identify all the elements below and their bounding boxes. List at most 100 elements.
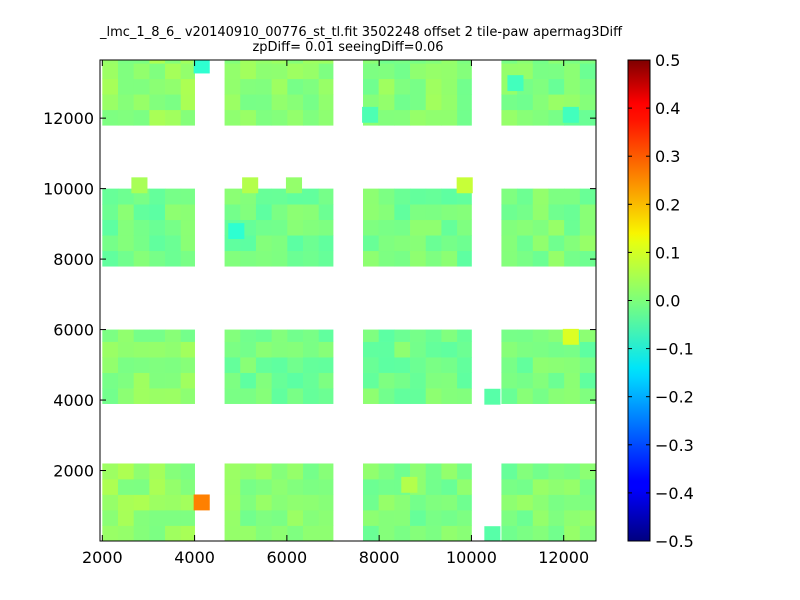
heatmap-cell (224, 341, 241, 358)
heatmap-cell (117, 204, 135, 221)
heatmap-cell (165, 463, 182, 480)
heatmap-cell (378, 494, 395, 511)
heatmap-cell (378, 188, 395, 205)
heatmap-cell (517, 478, 534, 495)
heatmap-cell (579, 357, 596, 373)
heatmap-cell (517, 235, 534, 252)
heatmap-cell (410, 463, 427, 480)
heatmap-cell (394, 525, 411, 542)
heatmap-cell (457, 235, 472, 252)
heatmap-cell (165, 341, 182, 358)
axes: 2000 4000 6000 8000 10000 12000 2000 4000 6000 80… (43, 60, 596, 567)
heatmap-cell (425, 204, 442, 221)
heatmap-cell (117, 235, 135, 252)
heatmap-cell (165, 329, 182, 342)
colorbar-tick-label: −0.4 (655, 484, 694, 503)
heatmap-cell (501, 60, 518, 64)
heatmap-cell (548, 78, 565, 95)
heatmap-cell (425, 63, 442, 80)
heatmap-cell (133, 250, 150, 267)
heatmap-cell (517, 463, 534, 480)
heatmap-cell (180, 78, 195, 95)
heatmap-cell (378, 60, 395, 64)
heatmap-cell (457, 341, 472, 358)
heatmap-cell (410, 250, 427, 267)
heatmap-cell (224, 388, 241, 404)
heatmap-cell (255, 329, 273, 342)
heatmap-cell (318, 60, 334, 64)
heatmap-cell (303, 525, 320, 542)
heatmap-cell (102, 60, 119, 64)
heatmap-cell (532, 509, 549, 526)
heatmap-cell (224, 509, 241, 526)
heatmap-cell (303, 63, 320, 80)
heatmap-cell (579, 235, 596, 252)
heatmap-cell (517, 509, 534, 526)
heatmap-cell (579, 525, 596, 542)
chart-subtitle: zpDiff= 0.01 seeingDiff=0.06 (252, 40, 444, 55)
heatmap-outlier-cell (193, 494, 210, 511)
colorbar-tick-label: −0.2 (655, 388, 694, 407)
heatmap-cell (149, 329, 166, 342)
heatmap-cell (378, 109, 395, 126)
heatmap-cell (255, 509, 273, 526)
heatmap-cell (240, 509, 257, 526)
heatmap-cell (532, 78, 549, 95)
heatmap-cell (180, 250, 195, 267)
heatmap-cell (224, 357, 241, 373)
heatmap-cell (133, 357, 150, 373)
heatmap-cell (363, 388, 380, 404)
heatmap-cell (287, 494, 304, 511)
heatmap-cell (363, 188, 380, 205)
heatmap-cell (224, 250, 241, 267)
heatmap-cell (517, 494, 534, 511)
heatmap-cell (501, 235, 518, 252)
heatmap-cell (133, 494, 150, 511)
heatmap-cell (318, 78, 334, 95)
heatmap-cell (240, 109, 257, 126)
heatmap-cell (303, 329, 320, 342)
heatmap-cell (548, 525, 565, 542)
heatmap-cell (517, 109, 534, 126)
heatmap-cell (394, 94, 411, 111)
heatmap-cell (149, 188, 166, 205)
heatmap-cell (318, 372, 334, 389)
heatmap-cell (102, 78, 119, 95)
heatmap-cell (548, 188, 565, 205)
heatmap-outlier-cell (242, 177, 259, 194)
heatmap-cell (425, 250, 442, 267)
heatmap-outlier-cell (484, 526, 501, 542)
heatmap-cell (501, 109, 518, 126)
heatmap-cell (548, 494, 565, 511)
heatmap-cell (180, 478, 195, 495)
x-tick-label: 6000 (267, 548, 308, 567)
heatmap-cell (180, 372, 195, 389)
heatmap-cell (117, 478, 135, 495)
heatmap-cell (410, 94, 427, 111)
heatmap-cell (224, 463, 241, 480)
heatmap-cell (457, 204, 472, 221)
heatmap-cell (532, 250, 549, 267)
heatmap-cell (102, 109, 119, 126)
heatmap-cell (303, 60, 320, 64)
heatmap-cell (517, 525, 534, 542)
heatmap-cell (564, 250, 581, 267)
heatmap-cell (457, 250, 472, 267)
heatmap-cell (117, 60, 135, 64)
heatmap-cell (303, 463, 320, 480)
heatmap-cell (287, 357, 304, 373)
heatmap-cell (255, 388, 273, 404)
heatmap-cell (378, 341, 395, 358)
heatmap-cell (165, 219, 182, 236)
heatmap-cell (410, 372, 427, 389)
heatmap-cell (102, 63, 119, 80)
heatmap-cell (548, 463, 565, 480)
heatmap-cell (517, 250, 534, 267)
heatmap-cell (287, 63, 304, 80)
heatmap-cell (532, 357, 549, 373)
heatmap-cell (165, 94, 182, 111)
heatmap-cell (102, 463, 119, 480)
colorbar-tick-label: 0.4 (655, 99, 680, 118)
heatmap-cell (149, 78, 166, 95)
heatmap-cell (564, 509, 581, 526)
